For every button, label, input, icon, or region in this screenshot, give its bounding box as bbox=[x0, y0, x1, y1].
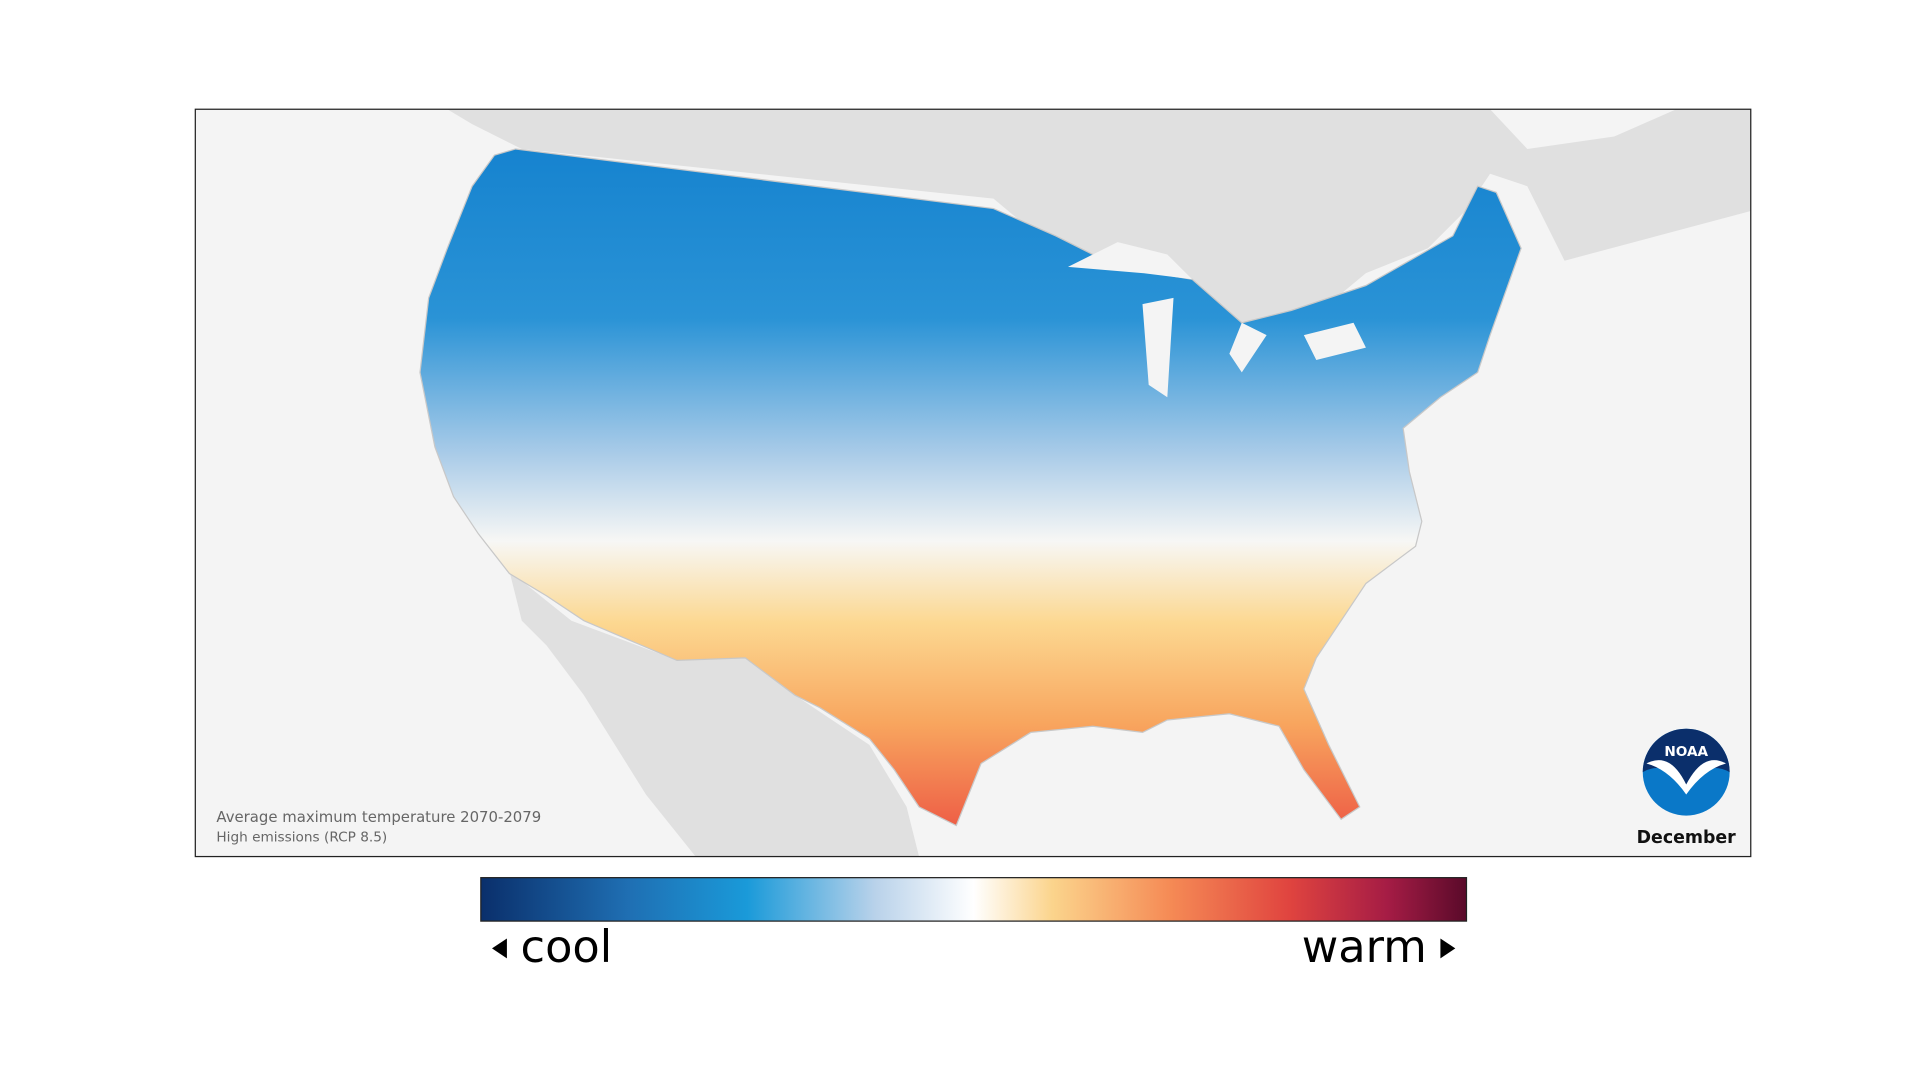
warm-arrow bbox=[1440, 938, 1456, 959]
cool-arrow bbox=[492, 938, 507, 959]
logo-text: NOAA bbox=[1664, 744, 1708, 760]
canada bbox=[447, 109, 1751, 373]
mexico bbox=[509, 571, 920, 857]
legend-low: cool bbox=[521, 921, 613, 973]
noaa-logo: NOAA bbox=[1642, 728, 1730, 816]
map-border bbox=[194, 108, 1752, 858]
great-lakes bbox=[1068, 242, 1366, 398]
color-scale bbox=[480, 877, 1468, 922]
map-caption: Average maximum temperature 2070-2079 bbox=[216, 808, 541, 826]
map-subcaption: High emissions (RCP 8.5) bbox=[216, 830, 387, 846]
us-temperature-map bbox=[419, 148, 1522, 827]
month-label: December bbox=[1637, 828, 1737, 848]
legend-high: warm bbox=[1302, 921, 1427, 973]
